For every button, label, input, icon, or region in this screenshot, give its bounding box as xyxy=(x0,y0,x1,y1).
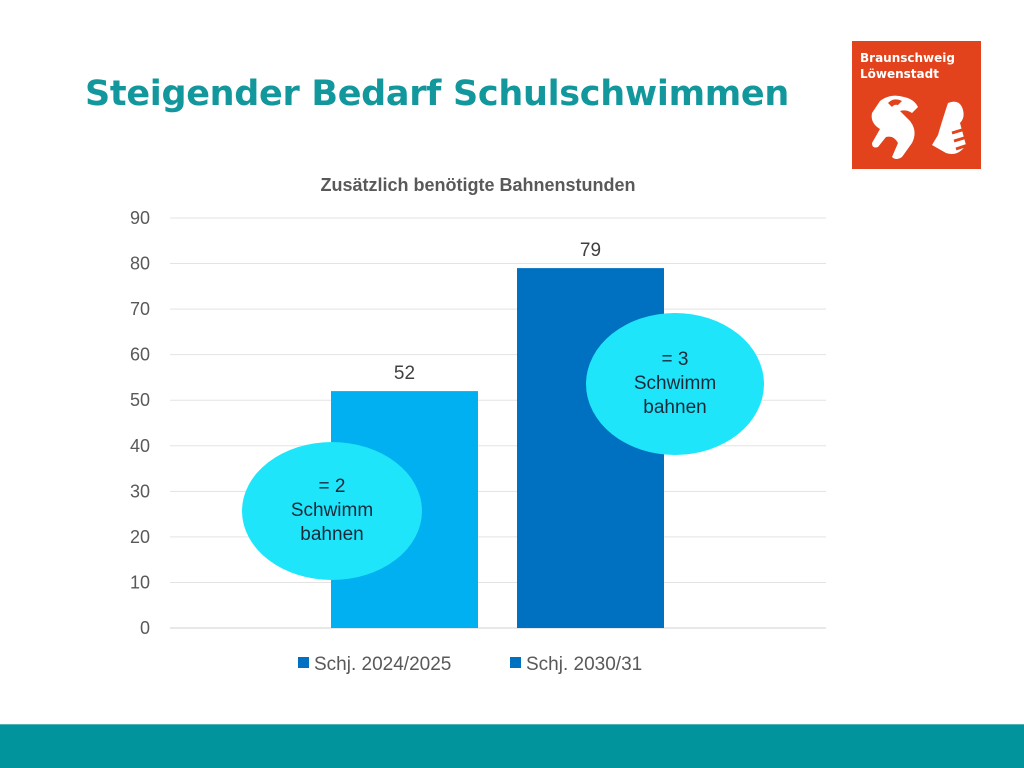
legend-label: Schj. 2024/2025 xyxy=(314,654,451,675)
bubble-text: bahnen xyxy=(643,397,706,418)
legend-swatch xyxy=(298,657,309,668)
annotation-bubble: = 2 Schwimm bahnen xyxy=(242,442,422,580)
data-label: 52 xyxy=(394,363,415,384)
y-tick-label: 20 xyxy=(130,527,150,547)
bar-chart: Zusätzlich benötigte Bahnenstunden 0 10 20… xyxy=(130,175,826,675)
y-tick-label: 30 xyxy=(130,481,150,501)
annotation-bubble: = 3 Schwimm bahnen xyxy=(586,313,764,455)
bubble-text: = 2 xyxy=(319,476,346,497)
y-tick-label: 40 xyxy=(130,436,150,456)
lion-emblem-icon xyxy=(871,95,975,159)
bubble-shape xyxy=(586,313,764,455)
bubble-shape xyxy=(242,442,422,580)
y-tick-label: 70 xyxy=(130,299,150,319)
legend-item: Schj. 2030/31 xyxy=(510,654,642,675)
y-tick-label: 10 xyxy=(130,572,150,592)
logo-text-line1: Braunschweig xyxy=(860,51,955,65)
legend-item: Schj. 2024/2025 xyxy=(298,654,451,675)
legend-label: Schj. 2030/31 xyxy=(526,654,642,675)
chart-title: Zusätzlich benötigte Bahnenstunden xyxy=(320,175,635,195)
y-tick-label: 50 xyxy=(130,390,150,410)
bubble-text: bahnen xyxy=(300,524,363,545)
slide-title: Steigender Bedarf Schulschwimmen xyxy=(85,74,789,114)
y-tick-label: 60 xyxy=(130,345,150,365)
logo-text-line2: Löwenstadt xyxy=(860,67,939,81)
data-label: 79 xyxy=(580,240,601,261)
footer-bar xyxy=(0,724,1024,768)
bubble-text: Schwimm xyxy=(291,500,373,521)
y-tick-label: 0 xyxy=(140,618,150,638)
city-logo: Braunschweig Löwenstadt xyxy=(852,41,981,169)
bubble-text: = 3 xyxy=(662,349,689,370)
y-tick-label: 90 xyxy=(130,208,150,228)
bubble-text: Schwimm xyxy=(634,373,716,394)
y-tick-label: 80 xyxy=(130,254,150,274)
legend-swatch xyxy=(510,657,521,668)
